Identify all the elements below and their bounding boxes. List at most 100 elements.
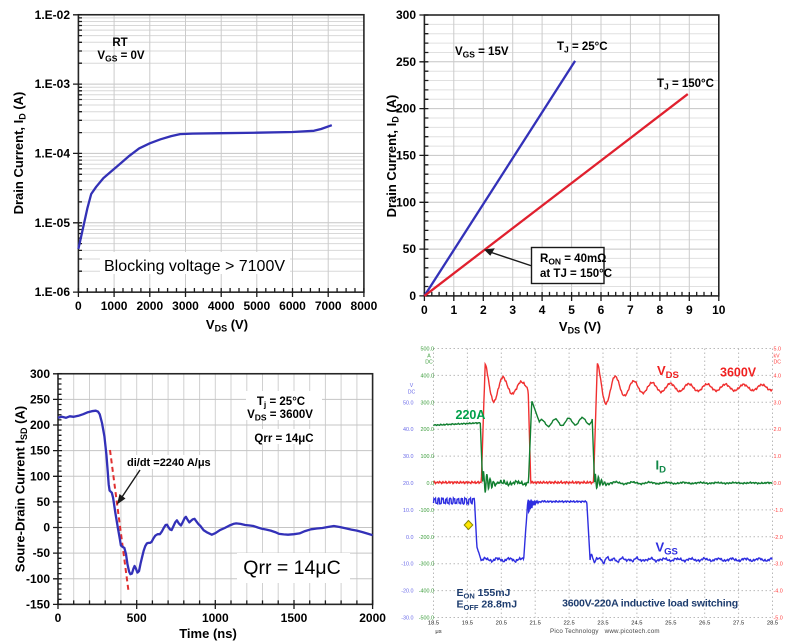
svg-text:50: 50 (403, 242, 417, 256)
svg-text:10: 10 (712, 303, 726, 317)
svg-text:-5.0: -5.0 (774, 616, 783, 622)
svg-text:24.5: 24.5 (631, 621, 642, 627)
svg-text:0: 0 (421, 303, 428, 317)
svg-text:0: 0 (55, 611, 62, 625)
svg-text:VDS = 3600V: VDS = 3600V (247, 409, 313, 423)
svg-text:500.0: 500.0 (421, 347, 435, 353)
svg-text:ID: ID (656, 458, 667, 476)
svg-text:300: 300 (396, 8, 416, 22)
svg-text:Tj = 25°C: Tj = 25°C (257, 396, 305, 410)
svg-text:VDS (V): VDS (V) (559, 319, 601, 336)
svg-text:0.0: 0.0 (427, 481, 435, 487)
svg-text:100: 100 (30, 469, 50, 483)
svg-text:26.5: 26.5 (699, 621, 710, 627)
svg-text:7: 7 (627, 303, 634, 317)
svg-text:RT: RT (112, 37, 127, 49)
svg-text:2: 2 (480, 303, 487, 317)
svg-text:2000: 2000 (359, 611, 386, 625)
svg-text:3600V: 3600V (720, 366, 757, 380)
svg-text:Soure-Drain Current ISD (A): Soure-Drain Current ISD (A) (13, 406, 30, 572)
svg-text:Qrr = 14μC: Qrr = 14μC (254, 433, 313, 445)
svg-text:220A: 220A (456, 408, 486, 422)
svg-text:30.0: 30.0 (403, 454, 414, 460)
svg-text:VGS = 15V: VGS = 15V (455, 46, 509, 60)
svg-text:10.0: 10.0 (403, 508, 414, 514)
svg-text:-200.0: -200.0 (419, 535, 434, 541)
svg-text:22.5: 22.5 (563, 621, 574, 627)
svg-text:250: 250 (30, 392, 50, 406)
svg-text:4: 4 (539, 303, 546, 317)
svg-text:-20.0: -20.0 (401, 589, 413, 595)
svg-text:0: 0 (75, 299, 82, 313)
svg-text:3.0: 3.0 (774, 400, 782, 406)
svg-text:21.5: 21.5 (530, 621, 541, 627)
svg-text:1.E-05: 1.E-05 (35, 216, 71, 230)
svg-text:0: 0 (409, 289, 416, 303)
svg-text:Drain Current, ID (A): Drain Current, ID (A) (11, 92, 28, 215)
svg-text:-100.0: -100.0 (419, 508, 434, 514)
svg-text:V: V (410, 383, 414, 389)
svg-text:VGS = 0V: VGS = 0V (97, 50, 144, 64)
svg-text:Time (ns): Time (ns) (179, 626, 237, 641)
svg-text:300: 300 (30, 367, 50, 381)
svg-text:TJ = 25°C: TJ = 25°C (557, 41, 608, 55)
svg-text:50: 50 (37, 495, 51, 509)
svg-text:100.0: 100.0 (421, 454, 435, 460)
svg-text:1.E-06: 1.E-06 (35, 285, 71, 299)
svg-text:-150: -150 (26, 597, 50, 611)
svg-text:150: 150 (396, 148, 416, 162)
svg-text:-500.0: -500.0 (419, 616, 434, 622)
svg-text:40.0: 40.0 (403, 427, 414, 433)
svg-text:2000: 2000 (136, 299, 163, 313)
svg-text:-1.0: -1.0 (774, 508, 783, 514)
svg-text:2.0: 2.0 (774, 427, 782, 433)
svg-text:27.5: 27.5 (733, 621, 744, 627)
svg-text:1000: 1000 (101, 299, 128, 313)
svg-text:DC: DC (408, 390, 416, 396)
svg-text:100: 100 (396, 195, 416, 209)
svg-text:-30.0: -30.0 (401, 616, 413, 622)
svg-text:20.5: 20.5 (496, 621, 507, 627)
svg-text:1: 1 (450, 303, 457, 317)
svg-text:150: 150 (30, 444, 50, 458)
svg-text:DC: DC (425, 360, 433, 366)
svg-text:Blocking voltage > 7100V: Blocking voltage > 7100V (104, 258, 285, 275)
svg-text:5000: 5000 (243, 299, 270, 313)
svg-text:1.E-02: 1.E-02 (35, 8, 71, 22)
svg-text:6000: 6000 (279, 299, 306, 313)
svg-text:-400.0: -400.0 (419, 589, 434, 595)
svg-text:μs: μs (435, 629, 441, 635)
svg-text:-100: -100 (26, 572, 50, 586)
svg-text:1500: 1500 (281, 611, 308, 625)
svg-text:18.5: 18.5 (428, 621, 439, 627)
svg-text:1000: 1000 (202, 611, 229, 625)
svg-text:400.0: 400.0 (421, 373, 435, 379)
svg-text:-2.0: -2.0 (774, 535, 783, 541)
svg-text:25.5: 25.5 (665, 621, 676, 627)
svg-text:Pico Technology www.picotech: Pico Technology www.picotech.com (550, 628, 660, 635)
svg-text:9: 9 (686, 303, 693, 317)
svg-text:300.0: 300.0 (421, 400, 435, 406)
svg-text:19.5: 19.5 (462, 621, 473, 627)
svg-text:-50: -50 (33, 546, 51, 560)
svg-text:7000: 7000 (315, 299, 342, 313)
svg-text:20.0: 20.0 (403, 481, 414, 487)
svg-text:250: 250 (396, 55, 416, 69)
svg-text:A: A (427, 354, 431, 360)
svg-text:5.0: 5.0 (774, 347, 782, 353)
svg-text:Drain Current, ID (A): Drain Current, ID (A) (384, 95, 401, 218)
svg-text:-3.0: -3.0 (774, 562, 783, 568)
svg-text:0: 0 (43, 521, 50, 535)
svg-text:8000: 8000 (351, 299, 378, 313)
svg-text:-300.0: -300.0 (419, 562, 434, 568)
svg-text:28.5: 28.5 (767, 621, 778, 627)
svg-text:5: 5 (568, 303, 575, 317)
svg-text:-10.0: -10.0 (401, 562, 413, 568)
svg-text:at TJ = 150°C: at TJ = 150°C (540, 268, 612, 280)
svg-text:RON = 40mΩ: RON = 40mΩ (540, 253, 606, 267)
svg-text:23.5: 23.5 (597, 621, 608, 627)
svg-text:50.0: 50.0 (403, 400, 414, 406)
svg-text:DC: DC (774, 360, 782, 366)
svg-text:3: 3 (509, 303, 516, 317)
svg-text:-4.0: -4.0 (774, 589, 783, 595)
